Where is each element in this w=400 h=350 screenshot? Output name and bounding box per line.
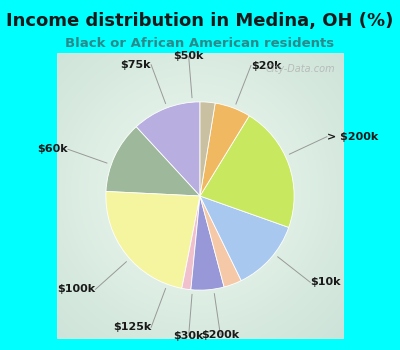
Text: $20k: $20k [251,61,282,71]
Text: $100k: $100k [57,284,96,294]
Text: $125k: $125k [113,322,151,332]
Wedge shape [200,116,294,228]
Wedge shape [191,196,224,290]
Text: > $200k: > $200k [327,132,378,142]
Text: City-Data.com: City-Data.com [265,64,335,74]
Wedge shape [200,196,241,287]
Wedge shape [200,102,215,196]
Wedge shape [182,196,200,290]
Text: $200k: $200k [201,330,240,340]
Wedge shape [136,102,200,196]
Wedge shape [106,127,200,196]
Wedge shape [200,103,249,196]
Text: $50k: $50k [174,51,204,61]
Text: $10k: $10k [310,277,341,287]
Text: Income distribution in Medina, OH (%): Income distribution in Medina, OH (%) [6,12,394,30]
Text: Black or African American residents: Black or African American residents [66,37,334,50]
Wedge shape [106,191,200,288]
Text: $30k: $30k [174,331,204,341]
Wedge shape [200,196,289,281]
Text: $60k: $60k [37,144,68,154]
Text: $75k: $75k [121,60,151,70]
